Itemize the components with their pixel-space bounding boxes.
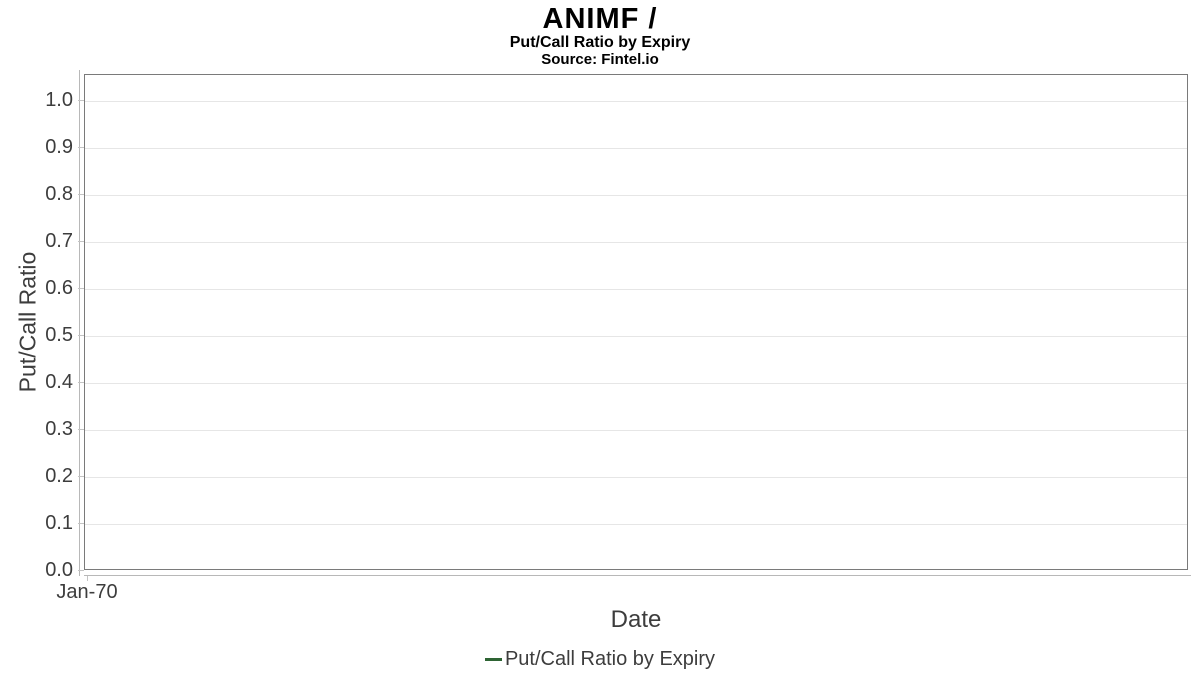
y-gridline	[85, 147, 1187, 149]
y-tick-mark	[78, 100, 84, 101]
y-tick-label: 0.4	[45, 371, 73, 393]
x-tick-label: Jan-70	[56, 581, 118, 603]
y-gridline	[85, 476, 1187, 478]
y-tick-label: 0.0	[45, 559, 73, 581]
y-gridline	[85, 335, 1187, 337]
y-tick-label: 0.3	[45, 418, 73, 440]
y-gridline	[85, 194, 1187, 196]
y-tick-label: 0.6	[45, 277, 73, 299]
y-tick-mark	[78, 194, 84, 195]
y-tick-mark	[78, 147, 84, 148]
y-axis-line	[79, 70, 80, 576]
y-tick-label: 0.7	[45, 230, 73, 252]
legend-line-marker	[484, 657, 502, 661]
y-gridline	[85, 382, 1187, 384]
y-tick-label: 1.0	[45, 89, 73, 111]
y-tick-label: 0.1	[45, 512, 73, 534]
chart-title: ANIMF /	[542, 3, 658, 35]
plot-area	[84, 74, 1188, 570]
y-tick-mark	[78, 429, 84, 430]
y-tick-label: 0.2	[45, 465, 73, 487]
y-tick-mark	[78, 335, 84, 336]
y-tick-mark	[78, 476, 84, 477]
legend-item[interactable]: Put/Call Ratio by Expiry	[484, 647, 716, 671]
y-gridline	[85, 523, 1187, 525]
x-axis-line	[84, 575, 1191, 576]
y-tick-mark	[78, 523, 84, 524]
y-tick-label: 0.8	[45, 183, 73, 205]
chart-subtitle: Put/Call Ratio by Expiry	[509, 34, 691, 51]
x-tick-mark	[87, 576, 88, 581]
legend: Put/Call Ratio by Expiry	[0, 645, 1200, 673]
y-gridline	[85, 100, 1187, 102]
y-tick-mark	[78, 241, 84, 242]
chart-source: Source: Fintel.io	[541, 51, 659, 68]
y-gridline	[85, 429, 1187, 431]
y-gridline	[85, 288, 1187, 290]
y-tick-mark	[78, 382, 84, 383]
y-tick-mark	[78, 288, 84, 289]
y-gridline	[85, 241, 1187, 243]
y-tick-mark	[78, 570, 84, 571]
legend-label: Put/Call Ratio by Expiry	[504, 647, 716, 670]
y-tick-label: 0.5	[45, 324, 73, 346]
x-axis-title: Date	[610, 606, 662, 633]
y-tick-label: 0.9	[45, 136, 73, 158]
